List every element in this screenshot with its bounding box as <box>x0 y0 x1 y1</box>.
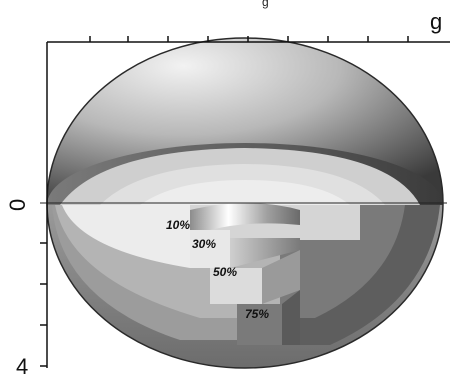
contour-label-10: 10% <box>166 218 190 232</box>
top-right-letter: g <box>430 9 442 34</box>
contour-label-50: 50% <box>213 265 237 279</box>
contour-label-75: 75% <box>245 307 269 321</box>
top-partial-caption: g <box>262 0 269 9</box>
left-axis <box>40 42 48 368</box>
axis-label-zero: 0 <box>5 199 30 211</box>
axis-label-four: 4 <box>16 354 28 375</box>
top-axis <box>47 36 450 43</box>
contour-label-30: 30% <box>192 237 216 251</box>
